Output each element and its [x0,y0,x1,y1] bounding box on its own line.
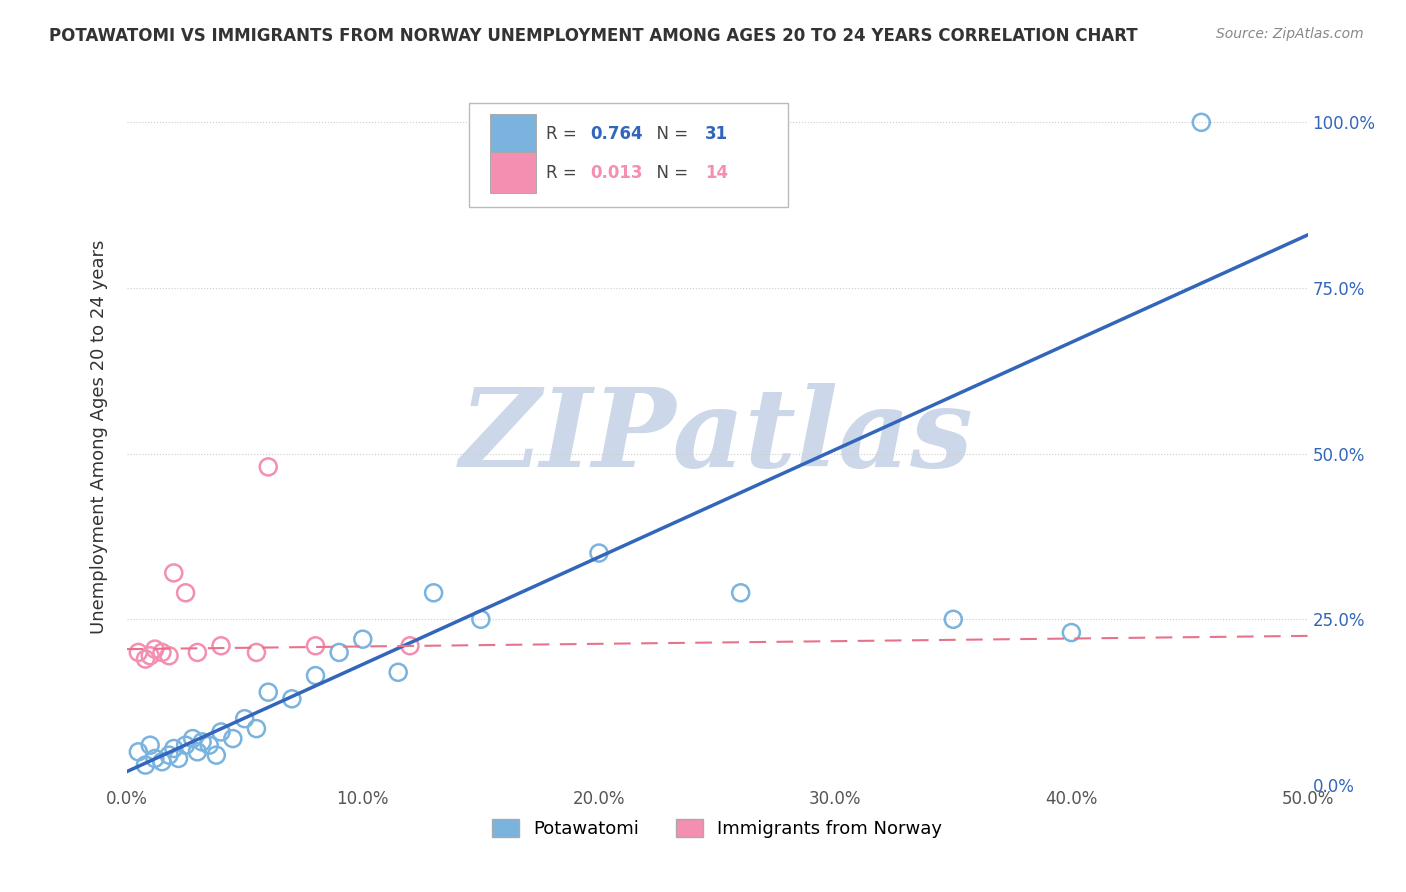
Text: R =: R = [546,126,582,144]
Point [245,645,267,659]
Point [134,652,156,666]
Point [143,751,166,765]
Y-axis label: Unemployment Among Ages 20 to 24 years: Unemployment Among Ages 20 to 24 years [90,240,108,634]
Text: N =: N = [647,164,693,182]
Text: POTAWATOMI VS IMMIGRANTS FROM NORWAY UNEMPLOYMENT AMONG AGES 20 TO 24 YEARS CORR: POTAWATOMI VS IMMIGRANTS FROM NORWAY UNE… [49,27,1137,45]
Point [186,745,208,759]
Legend: Potawatomi, Immigrants from Norway: Potawatomi, Immigrants from Norway [485,812,949,846]
Point [245,722,267,736]
Point [150,755,173,769]
Point [352,632,374,647]
Point [198,738,221,752]
Point [281,691,304,706]
Point [174,738,197,752]
Point [942,612,965,626]
Point [134,758,156,772]
Text: 0.013: 0.013 [591,164,643,182]
Point [328,645,350,659]
Point [304,639,326,653]
Point [470,612,492,626]
Point [181,731,204,746]
Point [167,751,190,765]
Point [157,648,180,663]
Point [257,685,280,699]
Point [150,645,173,659]
Point [1060,625,1083,640]
Point [143,642,166,657]
FancyBboxPatch shape [491,114,536,155]
Point [186,645,208,659]
Point [304,668,326,682]
Point [399,639,422,653]
Point [730,586,752,600]
Text: 31: 31 [706,126,728,144]
Point [257,459,280,474]
Text: N =: N = [647,126,693,144]
Point [139,648,162,663]
Point [163,566,186,580]
Text: R =: R = [546,164,582,182]
Point [174,586,197,600]
Text: 0.764: 0.764 [591,126,644,144]
Point [205,748,228,763]
FancyBboxPatch shape [470,103,787,208]
Point [127,645,149,659]
Text: ZIPatlas: ZIPatlas [460,384,974,491]
Point [191,735,214,749]
Point [163,741,186,756]
Point [139,738,162,752]
Point [209,639,232,653]
Point [1189,115,1212,129]
Point [157,748,180,763]
Point [127,745,149,759]
Point [387,665,409,680]
Point [222,731,245,746]
Point [233,712,256,726]
Point [588,546,610,560]
FancyBboxPatch shape [491,153,536,194]
Point [209,725,232,739]
Text: 14: 14 [706,164,728,182]
Point [422,586,444,600]
Text: Source: ZipAtlas.com: Source: ZipAtlas.com [1216,27,1364,41]
